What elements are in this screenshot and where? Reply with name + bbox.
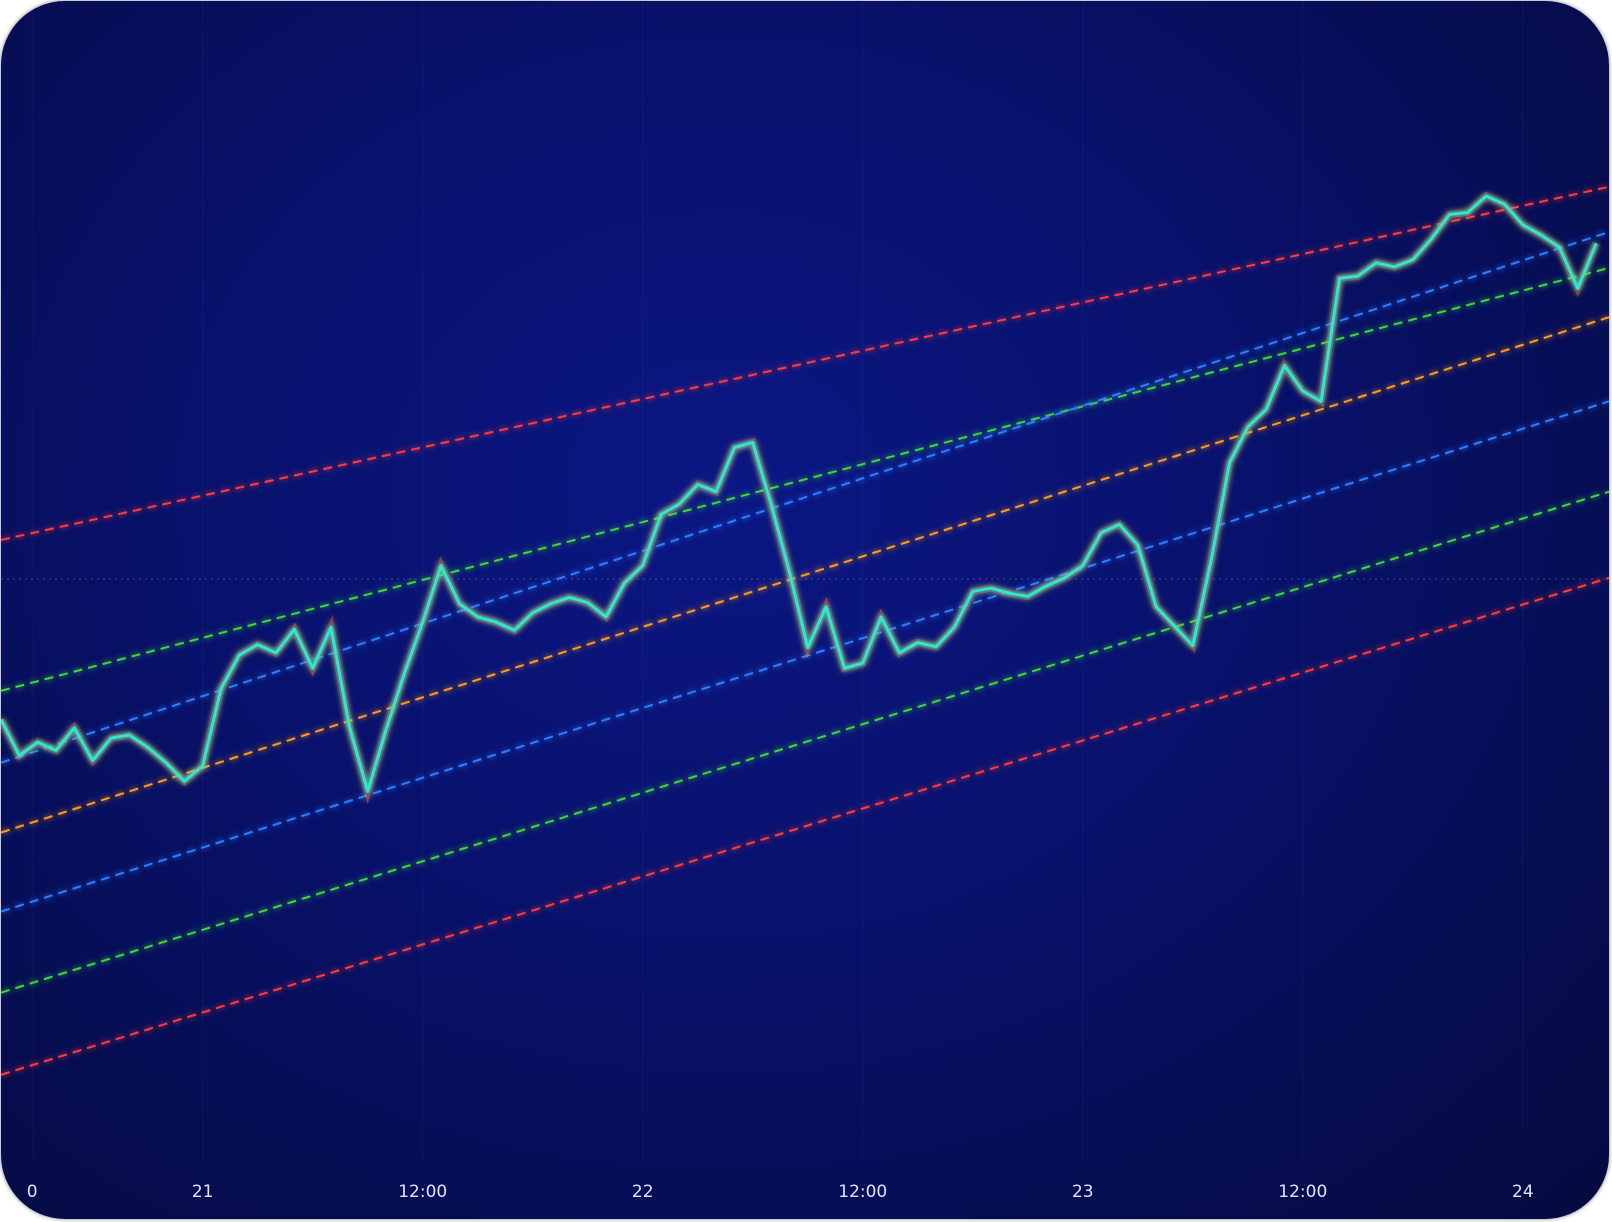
- channel-line: [1, 266, 1609, 692]
- channel-line: [1, 576, 1609, 1076]
- channel-line: [1, 490, 1609, 994]
- channel-line: [1, 316, 1609, 834]
- price-line: [1, 194, 1598, 793]
- channel-line: [1, 400, 1609, 913]
- x-tick-label: 22: [632, 1182, 654, 1202]
- x-tick-label: 12:00: [398, 1182, 447, 1202]
- x-tick-label: 23: [1072, 1182, 1094, 1202]
- x-tick-label: 24: [1512, 1182, 1534, 1202]
- x-tick-label: 12:00: [838, 1182, 887, 1202]
- x-tick-label: 21: [192, 1182, 214, 1202]
- price-glow: [1, 191, 1600, 804]
- channel-line: [1, 185, 1609, 541]
- channel-line: [1, 231, 1609, 764]
- x-tick-label: 0: [27, 1182, 38, 1202]
- x-tick-label: 12:00: [1278, 1182, 1327, 1202]
